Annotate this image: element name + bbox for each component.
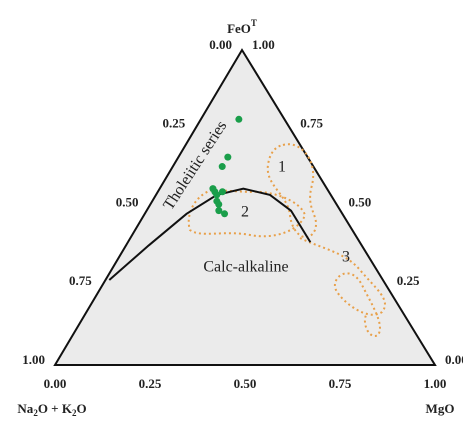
label-part: FeO [227,21,251,36]
apex-label: Na2O + K2O [17,401,86,418]
right-tick-label: 0.25 [397,273,420,288]
apex-label: FeOT [227,18,257,36]
sample-point [215,200,223,208]
left-tick-label: 0.00 [209,37,232,52]
label-part: O [76,401,86,416]
label-part: 2 [72,408,77,418]
sample-point [213,191,221,199]
left-tick-label: 0.50 [116,194,139,209]
left-tick-label: 1.00 [22,352,45,367]
sample-point [221,210,229,218]
label-part: Na [17,401,33,416]
label-part: MgO [426,401,455,416]
right-tick-label: 0.75 [300,116,323,131]
field-outline [187,188,307,238]
sample-point [218,163,226,171]
boundary-line [108,187,312,281]
field-outline [299,237,386,337]
annotation: 2 [241,204,249,221]
annotation: 1 [278,159,286,176]
sample-point [235,115,243,123]
label-part: O + K [38,401,73,416]
data-layer [108,115,312,281]
bottom-tick-label: 0.25 [139,376,162,391]
annotation: Calc-alkaline [203,259,288,276]
right-tick-label: 0.00 [445,352,463,367]
sample-point [224,153,232,161]
sample-point [218,188,226,196]
apex-label: MgO [426,401,455,416]
plot-triangle [53,48,437,366]
sample-point [215,207,223,215]
bottom-tick-label: 0.50 [234,376,257,391]
bottom-tick-label: 1.00 [424,376,447,391]
right-tick-label: 0.50 [349,194,372,209]
annotation: 3 [342,249,350,266]
left-tick-label: 0.25 [163,116,186,131]
label-part: T [251,18,257,28]
bottom-tick-label: 0.75 [329,376,352,391]
bottom-tick-label: 0.00 [44,376,67,391]
label-part: 2 [33,408,38,418]
right-tick-label: 1.00 [252,37,275,52]
left-tick-label: 0.75 [69,273,92,288]
